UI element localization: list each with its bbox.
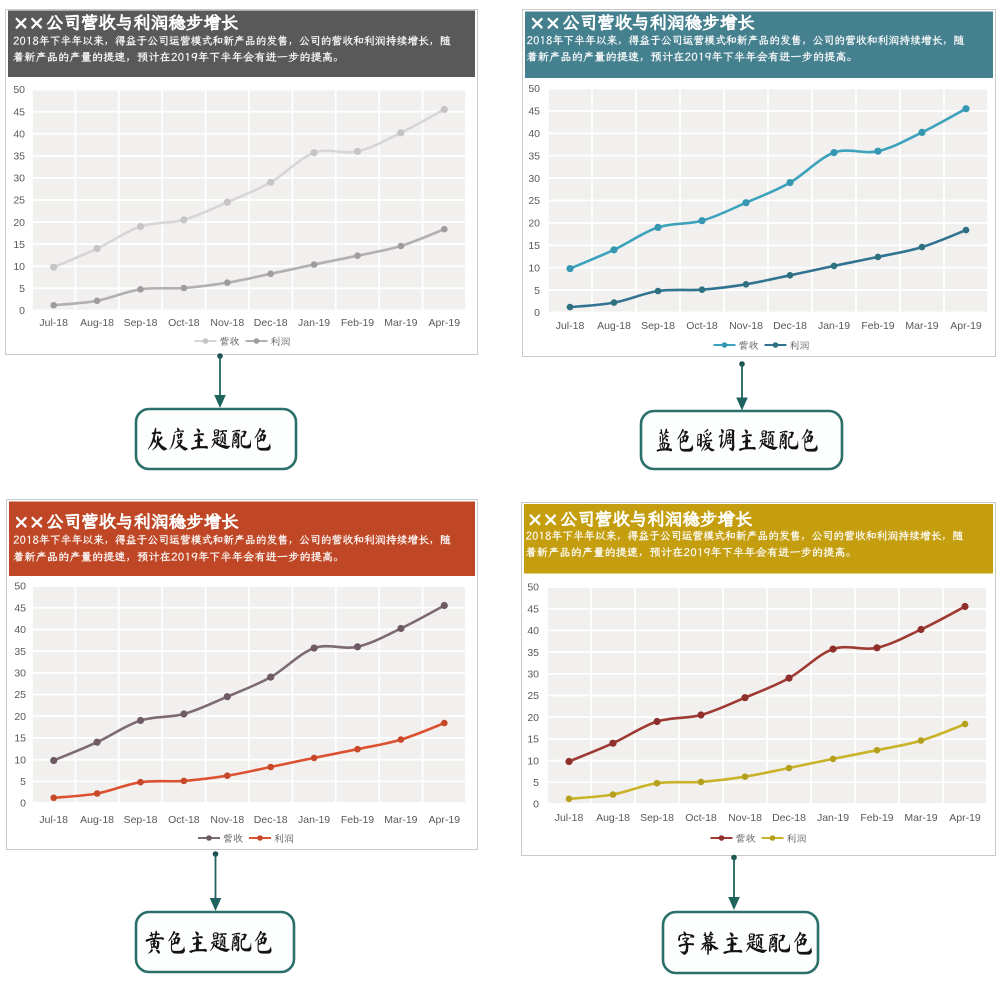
svg-text:45: 45 [528, 106, 540, 118]
svg-text:15: 15 [13, 239, 25, 251]
svg-text:Feb-19: Feb-19 [341, 814, 374, 826]
svg-text:Mar-19: Mar-19 [384, 814, 417, 826]
svg-text:Apr-19: Apr-19 [950, 320, 982, 332]
svg-text:45: 45 [13, 106, 25, 118]
svg-text:Nov-18: Nov-18 [210, 317, 244, 329]
svg-text:15: 15 [528, 240, 540, 252]
svg-text:Oct-18: Oct-18 [686, 320, 718, 332]
svg-text:Jan-19: Jan-19 [298, 317, 330, 329]
svg-text:Jul-18: Jul-18 [555, 812, 584, 824]
svg-text:40: 40 [14, 624, 26, 636]
svg-text:Oct-18: Oct-18 [168, 814, 200, 826]
svg-text:Aug-18: Aug-18 [80, 814, 114, 826]
svg-text:30: 30 [14, 668, 26, 680]
svg-text:20: 20 [13, 217, 25, 229]
svg-text:Jan-19: Jan-19 [298, 814, 330, 826]
svg-text:30: 30 [13, 173, 25, 185]
svg-text:Aug-18: Aug-18 [596, 812, 630, 824]
svg-text:Feb-19: Feb-19 [860, 812, 893, 824]
svg-text:Nov-18: Nov-18 [729, 320, 763, 332]
svg-text:30: 30 [527, 669, 539, 681]
svg-text:Oct-18: Oct-18 [685, 812, 717, 824]
svg-text:Sep-18: Sep-18 [124, 814, 158, 826]
svg-text:Jul-18: Jul-18 [39, 814, 68, 826]
svg-text:Apr-19: Apr-19 [429, 317, 461, 329]
svg-text:50: 50 [14, 581, 26, 593]
svg-text:Sep-18: Sep-18 [641, 320, 675, 332]
svg-text:25: 25 [13, 195, 25, 207]
svg-text:20: 20 [528, 218, 540, 230]
svg-text:10: 10 [527, 755, 539, 767]
svg-text:Mar-19: Mar-19 [904, 812, 937, 824]
svg-text:Jan-19: Jan-19 [817, 812, 849, 824]
svg-text:35: 35 [14, 646, 26, 658]
svg-text:15: 15 [14, 733, 26, 745]
svg-text:0: 0 [20, 798, 26, 810]
svg-text:40: 40 [13, 128, 25, 140]
svg-text:Nov-18: Nov-18 [728, 812, 762, 824]
svg-text:20: 20 [14, 711, 26, 723]
svg-text:0: 0 [534, 307, 540, 319]
svg-text:40: 40 [527, 625, 539, 637]
svg-text:Dec-18: Dec-18 [773, 320, 807, 332]
svg-text:25: 25 [527, 690, 539, 702]
svg-text:5: 5 [20, 776, 26, 788]
svg-text:35: 35 [528, 150, 540, 162]
svg-text:Sep-18: Sep-18 [640, 812, 674, 824]
svg-text:Feb-19: Feb-19 [861, 320, 894, 332]
svg-text:10: 10 [13, 261, 25, 273]
svg-text:Mar-19: Mar-19 [905, 320, 938, 332]
svg-text:Aug-18: Aug-18 [80, 317, 114, 329]
svg-text:25: 25 [528, 195, 540, 207]
svg-text:10: 10 [528, 262, 540, 274]
svg-text:Dec-18: Dec-18 [254, 317, 288, 329]
svg-text:Apr-19: Apr-19 [949, 812, 981, 824]
svg-text:Feb-19: Feb-19 [341, 317, 374, 329]
svg-text:Nov-18: Nov-18 [210, 814, 244, 826]
svg-text:Jul-18: Jul-18 [39, 317, 68, 329]
svg-text:30: 30 [528, 173, 540, 185]
svg-text:Dec-18: Dec-18 [772, 812, 806, 824]
svg-text:20: 20 [527, 712, 539, 724]
svg-text:50: 50 [528, 83, 540, 95]
svg-text:Dec-18: Dec-18 [254, 814, 288, 826]
svg-text:Sep-18: Sep-18 [124, 317, 158, 329]
svg-text:35: 35 [527, 647, 539, 659]
svg-text:10: 10 [14, 754, 26, 766]
svg-text:50: 50 [13, 84, 25, 96]
svg-text:Aug-18: Aug-18 [597, 320, 631, 332]
svg-text:Apr-19: Apr-19 [429, 814, 461, 826]
svg-text:Oct-18: Oct-18 [168, 317, 200, 329]
svg-text:Jan-19: Jan-19 [818, 320, 850, 332]
svg-text:50: 50 [527, 582, 539, 594]
svg-text:5: 5 [19, 283, 25, 295]
svg-text:15: 15 [527, 734, 539, 746]
svg-text:40: 40 [528, 128, 540, 140]
svg-text:Mar-19: Mar-19 [384, 317, 417, 329]
svg-text:Jul-18: Jul-18 [556, 320, 585, 332]
svg-text:45: 45 [527, 603, 539, 615]
svg-text:35: 35 [13, 151, 25, 163]
svg-text:45: 45 [14, 602, 26, 614]
svg-text:25: 25 [14, 689, 26, 701]
svg-text:0: 0 [533, 799, 539, 811]
svg-text:0: 0 [19, 305, 25, 317]
svg-text:5: 5 [534, 285, 540, 297]
svg-text:5: 5 [533, 777, 539, 789]
